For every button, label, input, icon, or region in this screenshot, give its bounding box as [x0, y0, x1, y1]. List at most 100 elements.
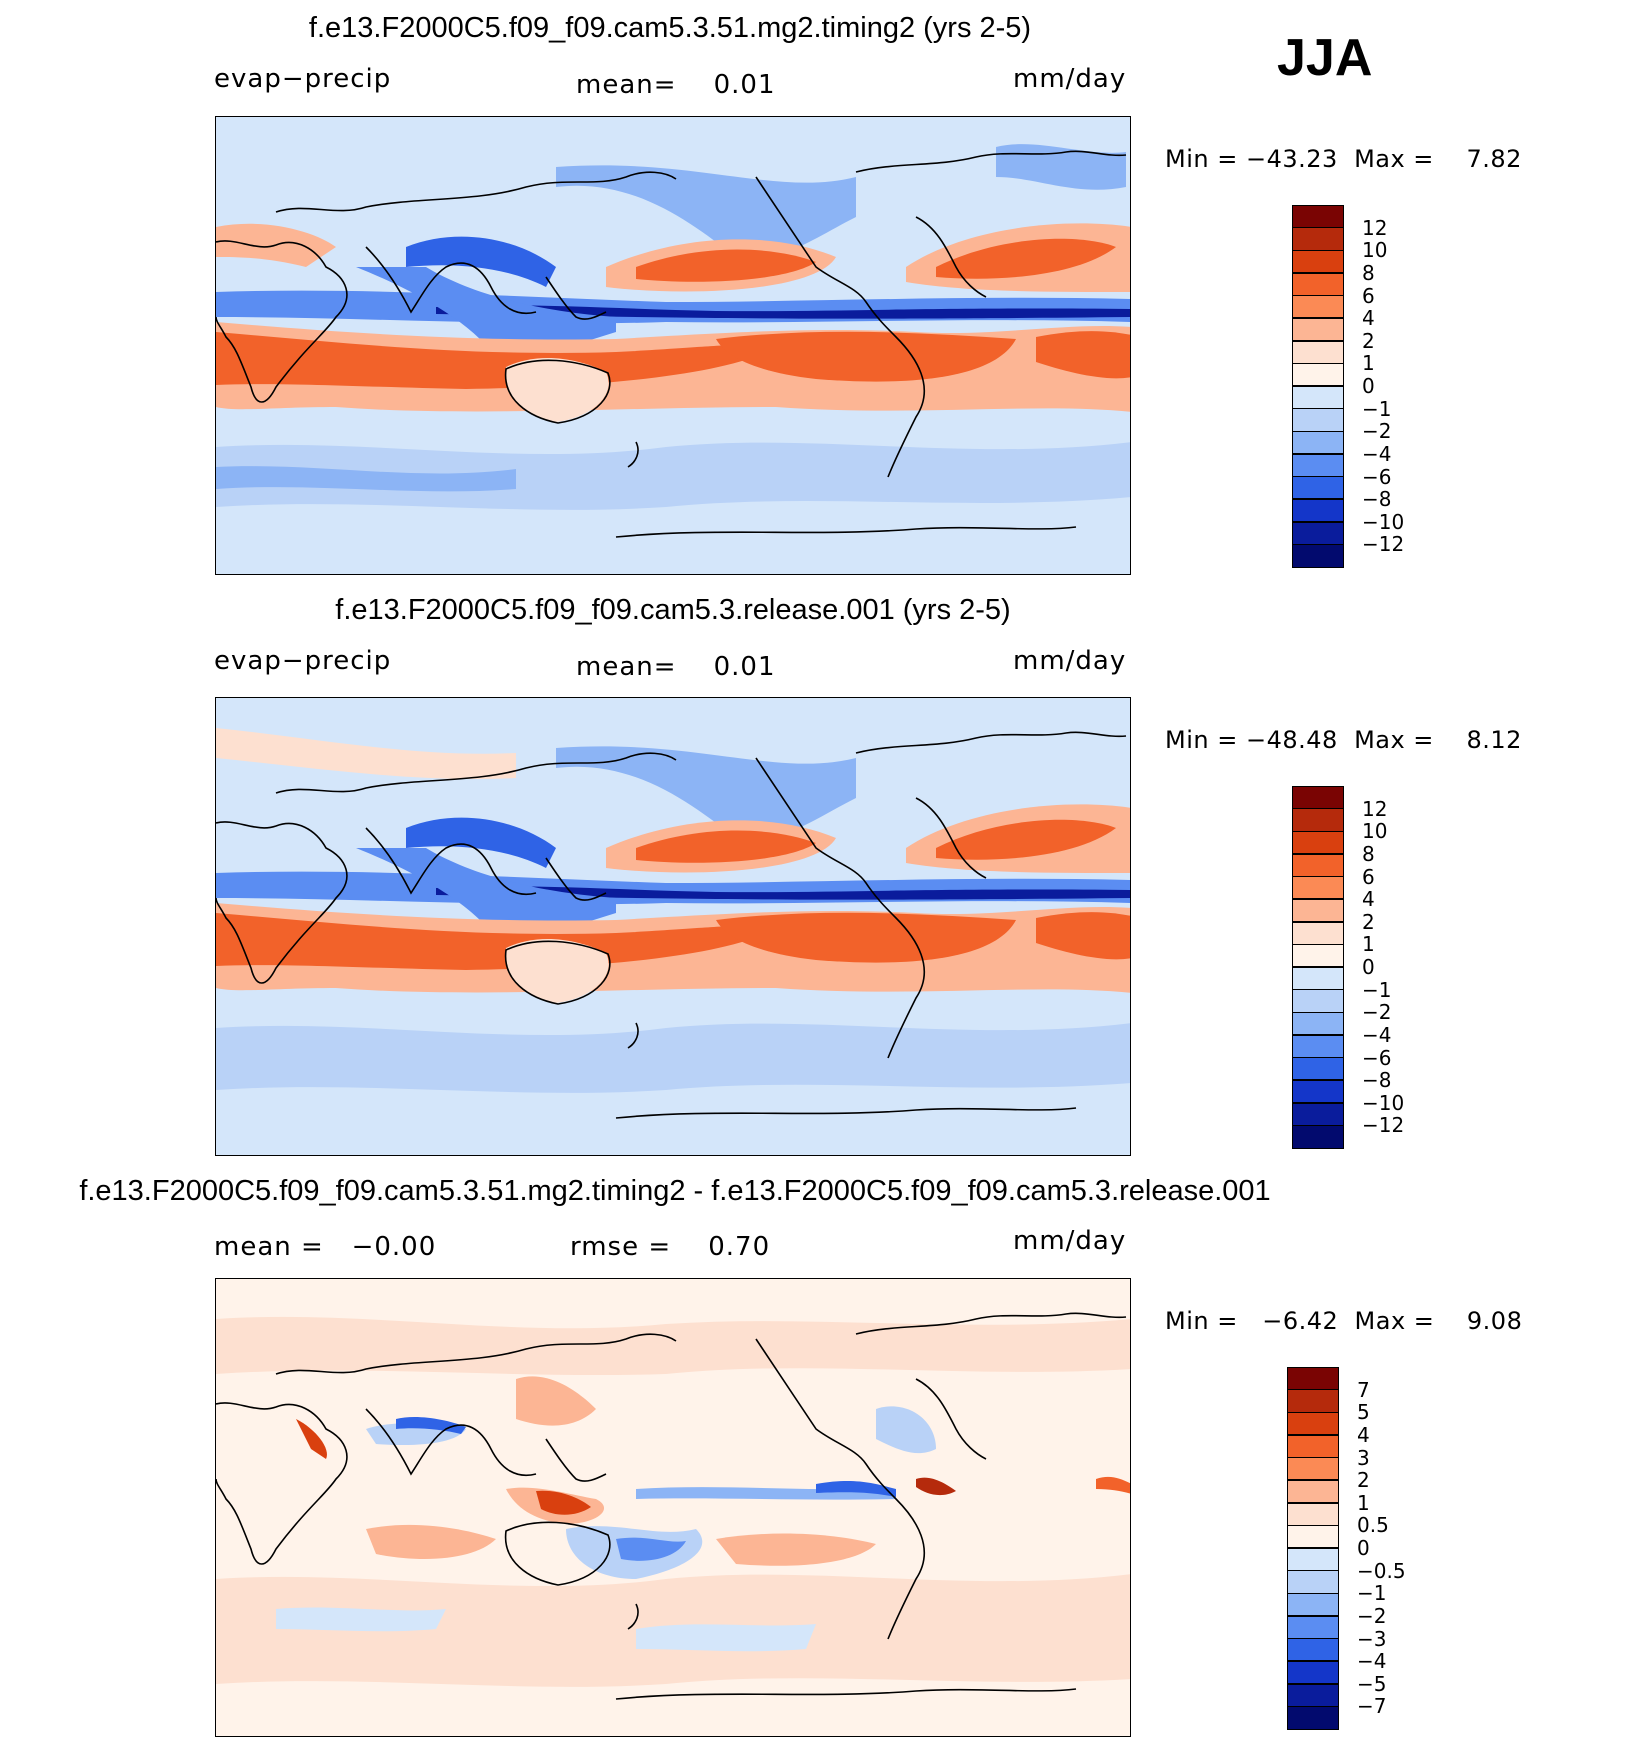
panel-3-min-max: Min = −6.42 Max = 9.08	[1165, 1307, 1523, 1335]
panel-1-variable-label: evap−precip	[214, 64, 392, 94]
colorbar-swatch	[1292, 831, 1344, 855]
colorbar-swatch	[1292, 1012, 1344, 1036]
colorbar-swatch	[1287, 1412, 1339, 1436]
colorbar-label: 4	[1362, 306, 1375, 331]
colorbar-swatch	[1292, 521, 1344, 545]
colorbar-swatch	[1292, 853, 1344, 877]
colorbar-label: 0.5	[1357, 1513, 1389, 1538]
panel-3-map-svg	[216, 1279, 1130, 1736]
colorbar-swatch	[1287, 1457, 1339, 1481]
colorbar-divider	[1292, 475, 1344, 478]
colorbar-divider	[1287, 1615, 1339, 1617]
colorbar-swatch	[1292, 899, 1344, 923]
panel-2-mean-value: 0.01	[713, 652, 776, 682]
colorbar-divider	[1292, 430, 1344, 432]
colorbar-divider	[1287, 1502, 1339, 1504]
colorbar-divider	[1292, 294, 1344, 297]
panel-1-min-value: −43.23	[1245, 145, 1338, 173]
panel-2-min-value: −48.48	[1245, 726, 1338, 754]
colorbar-divider	[1292, 249, 1344, 251]
colorbar-divider	[1292, 1102, 1344, 1104]
panel-3-min-value: −6.42	[1262, 1307, 1339, 1335]
colorbar-swatch	[1292, 453, 1344, 477]
panel-2-units: mm/day	[1013, 646, 1127, 676]
panel-1-map	[215, 116, 1131, 575]
colorbar-label: 1	[1362, 932, 1375, 957]
colorbar-label: −6	[1362, 1045, 1392, 1070]
colorbar-swatch	[1292, 431, 1344, 455]
colorbar-swatch	[1292, 808, 1344, 832]
colorbar-label: 4	[1357, 1422, 1370, 1447]
panel-2-map	[215, 697, 1131, 1156]
colorbar-label: −4	[1362, 441, 1392, 466]
panel-3-units: mm/day	[1013, 1226, 1127, 1256]
colorbar-label: −0.5	[1357, 1558, 1406, 1583]
colorbar-label: −7	[1357, 1694, 1387, 1719]
colorbar-swatch	[1292, 363, 1344, 387]
colorbar-label: −1	[1357, 1581, 1387, 1606]
colorbar-swatch	[1292, 408, 1344, 432]
colorbar-swatch	[1292, 340, 1344, 364]
colorbar-swatch	[1292, 250, 1344, 274]
colorbar-divider	[1292, 943, 1344, 946]
colorbar-swatch	[1287, 1480, 1339, 1504]
colorbar-label: 10	[1362, 238, 1388, 263]
colorbar-label: 10	[1362, 819, 1388, 844]
panel-1-max-value: 7.82	[1466, 145, 1522, 173]
colorbar-divider	[1287, 1479, 1339, 1481]
colorbar-swatch	[1292, 1080, 1344, 1104]
colorbar-swatch	[1292, 1125, 1344, 1149]
colorbar-swatch	[1292, 295, 1344, 319]
panel-2-colorbar: 12 10 8 6 4 2 1 0 −1 −2 −4 −6 −8 −10 −12	[1292, 786, 1432, 1149]
colorbar-swatch	[1292, 944, 1344, 968]
colorbar-label: −8	[1362, 487, 1392, 512]
season-label: JJA	[1277, 29, 1373, 87]
colorbar-divider	[1292, 988, 1344, 991]
colorbar-swatch	[1292, 1057, 1344, 1081]
colorbar-label: −2	[1362, 1000, 1392, 1025]
colorbar-swatch	[1287, 1548, 1339, 1572]
colorbar-divider	[1287, 1411, 1339, 1413]
colorbar-divider	[1287, 1569, 1339, 1572]
panel-3-mean-value: −0.00	[351, 1232, 437, 1262]
colorbar-divider	[1292, 362, 1344, 365]
panel-1-map-svg	[216, 117, 1130, 574]
colorbar-divider	[1292, 1034, 1344, 1036]
colorbar-divider	[1292, 966, 1344, 968]
colorbar-swatch	[1287, 1615, 1339, 1639]
colorbar-swatch	[1287, 1570, 1339, 1594]
colorbar-swatch	[1292, 1102, 1344, 1126]
colorbar-divider	[1287, 1524, 1339, 1527]
panel-1-mean-label: mean= 0.01	[576, 70, 776, 100]
colorbar-label: 0	[1362, 955, 1375, 979]
colorbar-label: 7	[1357, 1377, 1370, 1402]
colorbar-label: 6	[1362, 283, 1375, 308]
panel-2-title: f.e13.F2000C5.f09_f09.cam5.3.release.001…	[335, 594, 1011, 626]
colorbar-divider	[1292, 340, 1344, 342]
colorbar-divider	[1287, 1388, 1339, 1391]
colorbar-swatch	[1292, 967, 1344, 991]
colorbar-divider	[1292, 1124, 1344, 1127]
colorbar-swatch	[1287, 1593, 1339, 1617]
colorbar-divider	[1287, 1660, 1339, 1662]
colorbar-label: −5	[1357, 1671, 1387, 1696]
colorbar-swatch	[1287, 1389, 1339, 1413]
panel-3-max-value: 9.08	[1466, 1307, 1523, 1335]
colorbar-divider	[1292, 853, 1344, 855]
panel-2-max-value: 8.12	[1466, 726, 1522, 754]
colorbar-swatch	[1287, 1683, 1339, 1707]
colorbar-label: 5	[1357, 1400, 1370, 1425]
colorbar-divider	[1292, 498, 1344, 500]
colorbar-label: −12	[1362, 532, 1405, 557]
panel-2-min-max: Min = −48.48 Max = 8.12	[1165, 726, 1522, 754]
colorbar-divider	[1292, 317, 1344, 319]
colorbar-swatch	[1287, 1638, 1339, 1662]
panel-1-units: mm/day	[1013, 64, 1127, 94]
colorbar-divider	[1292, 898, 1344, 900]
colorbar-label: 2	[1357, 1468, 1370, 1493]
colorbar-divider	[1292, 453, 1344, 455]
colorbar-label: −8	[1362, 1068, 1392, 1093]
colorbar-swatch	[1287, 1661, 1339, 1685]
colorbar-divider	[1292, 521, 1344, 523]
colorbar-label: 1	[1362, 351, 1375, 376]
